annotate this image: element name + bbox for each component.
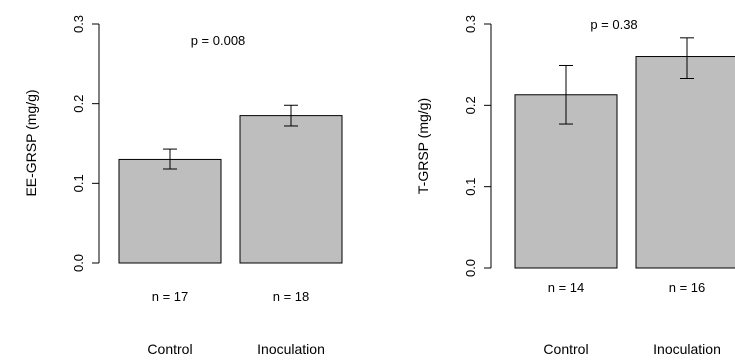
y-tick-label: 0.3	[463, 15, 478, 33]
y-tick-label: 0.0	[71, 254, 86, 272]
y-axis-title: T-GRSP (mg/g)	[415, 98, 431, 194]
y-tick-label: 0.1	[463, 178, 478, 196]
bar-inoculation	[239, 115, 343, 264]
error-bar-inoculation	[284, 104, 298, 127]
error-bar-inoculation	[680, 37, 694, 79]
x-tick-label-inoculation: Inoculation	[257, 341, 325, 357]
y-axis-title: EE-GRSP (mg/g)	[23, 89, 39, 196]
y-tick-label: 0.3	[71, 15, 86, 33]
chart-panel-left: 0.0 0.1 0.2 0.3 EE-GRSP (mg/g) p = 0.008 n …	[23, 15, 343, 357]
chart-panel-right: 0.0 0.1 0.2 0.3 T-GRSP (mg/g) p = 0.38 n = …	[415, 15, 735, 357]
y-axis-ticks: 0.0 0.1 0.2 0.3	[463, 15, 491, 277]
x-tick-label-control: Control	[543, 341, 588, 357]
bars	[514, 37, 735, 269]
bar-control	[118, 158, 222, 264]
p-value-annotation: p = 0.008	[191, 33, 246, 48]
n-label-control: n = 17	[152, 289, 189, 304]
bar-inoculation	[635, 56, 735, 269]
y-tick-label: 0.2	[463, 96, 478, 114]
n-label-inoculation: n = 16	[669, 280, 706, 295]
error-bar-control	[163, 148, 177, 170]
y-tick-label: 0.1	[71, 174, 86, 192]
x-tick-label-control: Control	[147, 341, 192, 357]
x-tick-label-inoculation: Inoculation	[653, 341, 721, 357]
p-value-annotation: p = 0.38	[590, 17, 637, 32]
n-label-control: n = 14	[548, 280, 585, 295]
y-axis-ticks: 0.0 0.1 0.2 0.3	[71, 15, 99, 272]
n-label-inoculation: n = 18	[273, 289, 310, 304]
bars	[118, 104, 343, 264]
y-tick-label: 0.0	[463, 259, 478, 277]
y-tick-label: 0.2	[71, 95, 86, 113]
error-bar-control	[559, 64, 573, 125]
